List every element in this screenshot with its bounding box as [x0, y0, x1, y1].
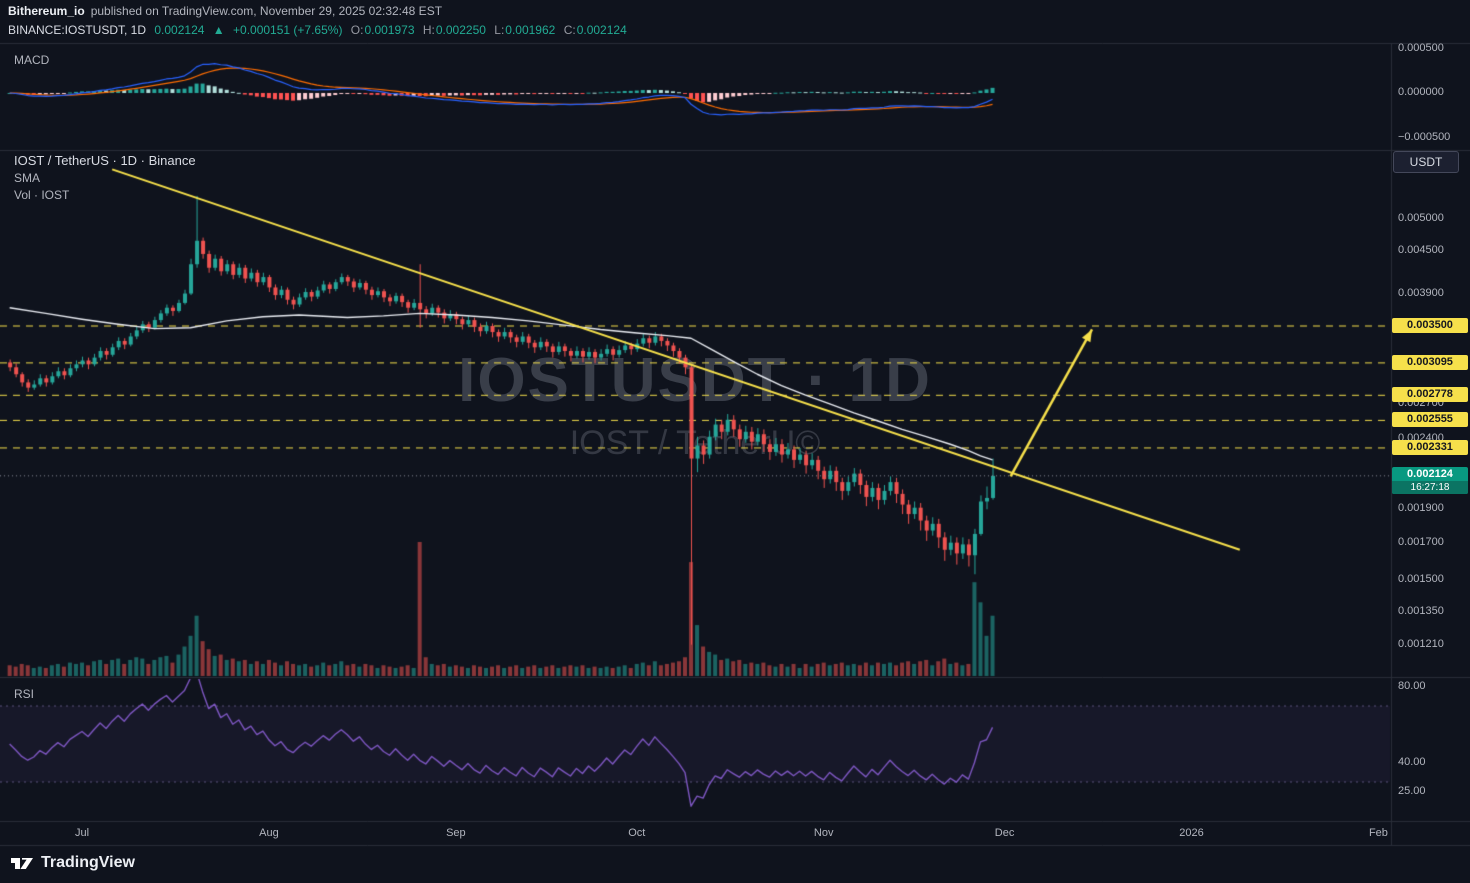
- price-axis-label: 0.003900: [1398, 286, 1444, 299]
- sma-indicator-label[interactable]: SMA: [14, 171, 41, 185]
- publish-header: Bithereum_io published on TradingView.com…: [8, 4, 442, 18]
- symbol-info-bar: BINANCE:IOSTUSDT, 1D 0.002124 ▲ +0.00015…: [8, 23, 632, 37]
- high-value: 0.002250: [435, 23, 486, 37]
- time-axis-label: Aug: [259, 827, 279, 839]
- change-arrow-icon: ▲: [212, 23, 225, 37]
- price-axis-label: 0.005000: [1398, 212, 1444, 224]
- open-label: O:: [350, 23, 364, 37]
- close-label: C:: [563, 23, 576, 37]
- bar-countdown: 16:27:18: [1392, 480, 1468, 494]
- macd-axis-label: 0.000000: [1398, 86, 1444, 98]
- price-axis-label: 0.001350: [1398, 604, 1444, 617]
- price-change: +0.000151 (+7.65%): [233, 23, 343, 37]
- rsi-axis-label: 40.00: [1398, 756, 1426, 768]
- price-axis-label: 0.001210: [1398, 637, 1444, 650]
- volume-indicator-label[interactable]: Vol · IOST: [14, 188, 70, 202]
- currency-unit-button[interactable]: USDT: [1393, 151, 1459, 173]
- publish-info: published on TradingView.com, November 2…: [90, 4, 443, 18]
- current-price-value: 0.002124: [1407, 467, 1453, 480]
- footer-branding[interactable]: TradingView: [10, 853, 135, 873]
- low-value: 0.001962: [505, 23, 556, 37]
- time-axis-label: Jul: [74, 827, 90, 839]
- level-price-label: 0.003500: [1392, 318, 1468, 333]
- macd-axis-label: −0.000500: [1398, 130, 1451, 143]
- level-price-label: 0.002331: [1392, 439, 1468, 455]
- last-price: 0.002124: [154, 23, 205, 37]
- price-axis-label: 0.001900: [1398, 502, 1444, 515]
- time-axis-label: 2026: [1179, 827, 1204, 839]
- rsi-axis-label: 25.00: [1398, 784, 1426, 797]
- price-axis-label: 0.001700: [1398, 535, 1444, 548]
- tradingview-brand: TradingView: [41, 854, 135, 871]
- high-label: H:: [422, 23, 435, 37]
- level-price-label: 0.003095: [1392, 354, 1468, 370]
- tradingview-logo-icon: [11, 858, 33, 869]
- author-name[interactable]: Bithereum_io: [8, 4, 85, 18]
- level-price-label: 0.002778: [1392, 387, 1468, 403]
- rsi-axis-label: 80.00: [1398, 680, 1426, 692]
- price-axis-label: 0.001500: [1398, 573, 1444, 586]
- level-price-label: 0.002555: [1392, 412, 1468, 428]
- time-axis-label: Nov: [813, 827, 834, 839]
- open-value: 0.001973: [364, 23, 415, 37]
- time-axis-label: Sep: [446, 827, 466, 839]
- time-axis-label: Feb: [1368, 827, 1388, 839]
- time-axis-label: Dec: [994, 827, 1015, 839]
- time-axis-label: Oct: [628, 827, 646, 839]
- low-label: L:: [494, 23, 505, 37]
- macd-axis-label: 0.000500: [1398, 41, 1444, 54]
- symbol-name[interactable]: BINANCE:IOSTUSDT, 1D: [8, 23, 147, 37]
- close-value: 0.002124: [576, 23, 627, 37]
- current-price-label: 0.002124 16:27:18: [1392, 466, 1468, 494]
- main-pane-title[interactable]: IOST / TetherUS · 1D · Binance: [14, 153, 196, 168]
- price-axis-label: 0.004500: [1398, 243, 1444, 256]
- macd-pane-title[interactable]: MACD: [14, 53, 50, 67]
- rsi-pane-title[interactable]: RSI: [14, 687, 35, 701]
